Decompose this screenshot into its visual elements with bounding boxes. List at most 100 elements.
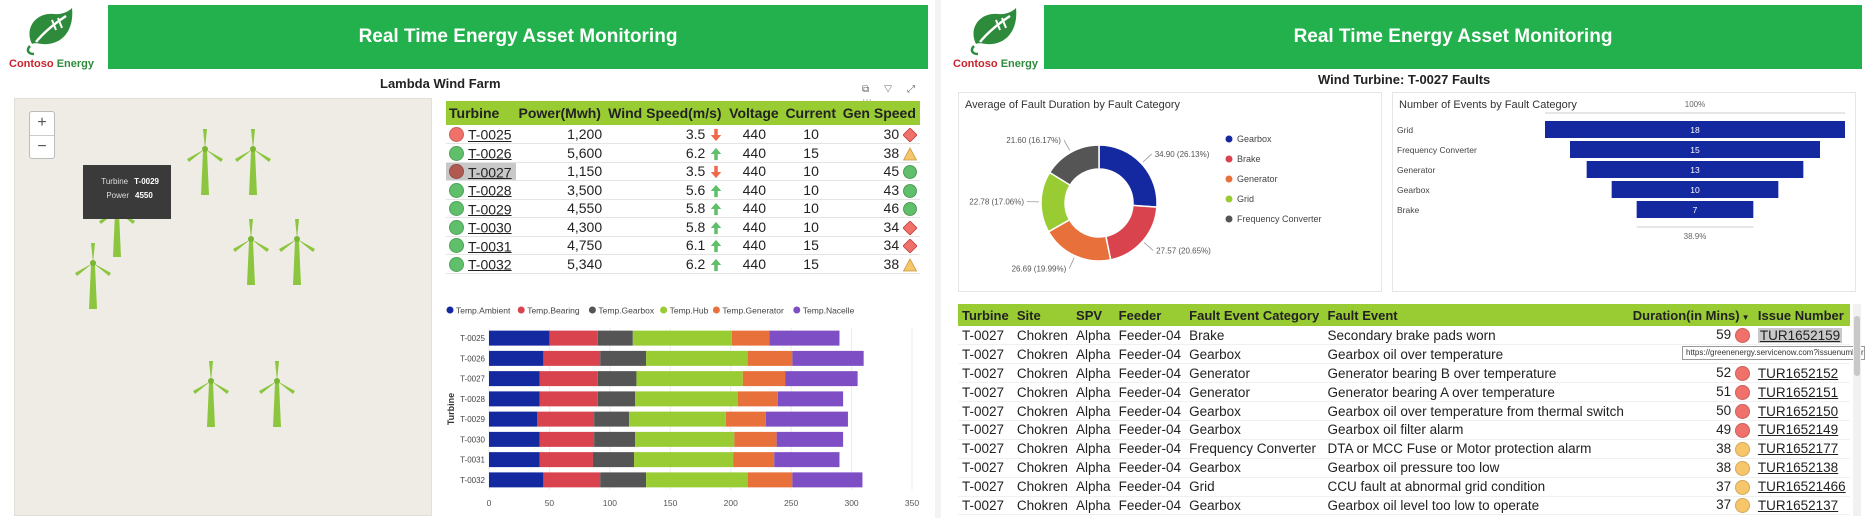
turbine-map[interactable]: + − Turbine T-0029 Power 4550 — [14, 98, 432, 516]
stacked-bar-segment[interactable] — [747, 350, 793, 366]
turbine-table-header[interactable]: Power(Mwh) — [515, 101, 606, 125]
zoom-in-button[interactable]: + — [30, 112, 54, 136]
scrollbar-thumb[interactable] — [1854, 316, 1860, 376]
legend-item[interactable]: Temp.Hub — [660, 306, 709, 316]
turbine-link[interactable]: T-0026 — [468, 145, 512, 162]
turbine-row[interactable]: T-0025 1,200 3.5 440 10 30 — [446, 125, 920, 144]
stacked-bar-segment[interactable] — [594, 431, 636, 447]
wind-turbine-icon[interactable] — [277, 217, 317, 287]
stacked-bar-segment[interactable] — [769, 330, 840, 346]
fault-row[interactable]: T-0027 Chokren Alpha Feeder-04 Gearbox Gearbo… — [958, 420, 1850, 440]
wind-turbine-icon[interactable] — [191, 359, 231, 429]
legend-item[interactable]: Temp.Nacelle — [793, 306, 855, 316]
fault-table-header[interactable]: Fault Event — [1323, 304, 1629, 326]
wind-turbine-icon[interactable] — [257, 359, 297, 429]
stacked-bar-segment[interactable] — [742, 371, 786, 387]
stacked-bar-segment[interactable] — [792, 350, 864, 366]
stacked-bar-segment[interactable] — [737, 391, 778, 407]
issue-number-link[interactable]: TUR16521466 — [1757, 479, 1846, 495]
stacked-bar-segment[interactable] — [539, 391, 598, 407]
stacked-bar-segment[interactable] — [489, 472, 544, 488]
funnel-bar[interactable] — [1586, 161, 1804, 178]
stacked-bar-segment[interactable] — [489, 431, 540, 447]
stacked-bar-segment[interactable] — [489, 411, 538, 427]
stacked-bar-segment[interactable] — [725, 411, 766, 427]
stacked-bar-segment[interactable] — [731, 330, 770, 346]
turbine-table-header[interactable]: Wind Speed(m/s) — [605, 101, 727, 125]
turbine-link[interactable]: T-0027 — [468, 163, 512, 180]
zoom-out-button[interactable]: − — [37, 138, 47, 155]
stacked-bar-segment[interactable] — [597, 391, 636, 407]
fault-row[interactable]: T-0027 Chokren Alpha Feeder-04 Grid CCU fault… — [958, 477, 1850, 497]
fault-row[interactable]: T-0027 Chokren Alpha Feeder-04 Generator Gene… — [958, 382, 1850, 403]
issue-number-link[interactable]: TUR1652151 — [1757, 384, 1839, 400]
wind-turbine-icon[interactable] — [233, 127, 273, 197]
issue-number-link[interactable]: TUR1652149 — [1757, 422, 1839, 438]
turbine-row[interactable]: T-0027 1,150 3.5 440 10 45 — [446, 162, 920, 181]
legend-item[interactable]: Temp.Gearbox — [588, 306, 655, 316]
stacked-bar-segment[interactable] — [600, 350, 647, 366]
stacked-bar-segment[interactable] — [594, 411, 630, 427]
stacked-bar-segment[interactable] — [489, 350, 544, 366]
donut-slice[interactable] — [1048, 144, 1100, 187]
turbine-row[interactable]: T-0031 4,750 6.1 440 15 34 — [446, 236, 920, 255]
fault-table-header[interactable]: Feeder — [1114, 304, 1186, 326]
fault-table-header[interactable]: Turbine — [958, 304, 1013, 326]
fault-table-header[interactable]: Issue Number — [1753, 304, 1850, 326]
stacked-bar-segment[interactable] — [600, 472, 647, 488]
wind-turbine-icon[interactable] — [73, 241, 113, 311]
legend-item[interactable]: Temp.Generator — [712, 306, 784, 316]
turbine-link[interactable]: T-0032 — [468, 256, 512, 273]
funnel-bar[interactable] — [1636, 201, 1754, 218]
donut-legend-item[interactable]: Grid — [1225, 194, 1255, 204]
stacked-bar-segment[interactable] — [635, 431, 735, 447]
funnel-bar[interactable] — [1545, 121, 1845, 138]
wind-turbine-icon[interactable] — [185, 127, 225, 197]
turbine-link[interactable]: T-0025 — [468, 126, 512, 143]
stacked-bar-segment[interactable] — [543, 350, 601, 366]
stacked-bar-segment[interactable] — [537, 411, 595, 427]
stacked-bar-segment[interactable] — [543, 472, 601, 488]
stacked-bar-segment[interactable] — [489, 371, 540, 387]
turbine-row[interactable]: T-0026 5,600 6.2 440 15 38 — [446, 143, 920, 163]
issue-number-link[interactable]: TUR1652138 — [1757, 460, 1839, 476]
issue-number-link[interactable]: TUR1652137 — [1757, 497, 1839, 513]
turbine-row[interactable]: T-0028 3,500 5.6 440 10 43 — [446, 180, 920, 200]
turbine-row[interactable]: T-0029 4,550 5.8 440 10 46 — [446, 199, 920, 218]
fault-row[interactable]: T-0027 Chokren Alpha Feeder-04 Gearbox Gearbo… — [958, 344, 1850, 365]
stacked-bar-segment[interactable] — [747, 472, 793, 488]
stacked-bar-segment[interactable] — [733, 452, 775, 468]
turbine-table-header[interactable]: Gen Speed — [839, 101, 920, 125]
funnel-bar[interactable] — [1611, 181, 1779, 198]
stacked-bar-segment[interactable] — [792, 472, 863, 488]
issue-number-link[interactable]: TUR1652152 — [1757, 365, 1839, 381]
stacked-bar-segment[interactable] — [597, 330, 633, 346]
stacked-bar-segment[interactable] — [539, 452, 593, 468]
legend-item[interactable]: Temp.Ambient — [446, 306, 511, 316]
fault-row[interactable]: T-0027 Chokren Alpha Feeder-04 Gearbox Gearbo… — [958, 496, 1850, 516]
donut-slice[interactable] — [1104, 204, 1158, 261]
legend-item[interactable]: Temp.Bearing — [517, 306, 580, 316]
stacked-bar-segment[interactable] — [629, 411, 726, 427]
donut-legend-item[interactable]: Frequency Converter — [1225, 214, 1322, 224]
stacked-bar-segment[interactable] — [646, 350, 748, 366]
fault-table-header[interactable]: Duration(in Mins) ▼ — [1628, 304, 1754, 326]
donut-slice[interactable] — [1098, 144, 1158, 208]
stacked-bar-segment[interactable] — [646, 472, 748, 488]
fault-row[interactable]: T-0027 Chokren Alpha Feeder-04 Frequency Con… — [958, 439, 1850, 459]
fault-row[interactable]: T-0027 Chokren Alpha Feeder-04 Gearbox Gearbo… — [958, 401, 1850, 421]
stacked-bar-segment[interactable] — [592, 452, 635, 468]
fault-row[interactable]: T-0027 Chokren Alpha Feeder-04 Brake Secondar… — [958, 326, 1850, 346]
stacked-bar-segment[interactable] — [636, 371, 743, 387]
turbine-row[interactable]: T-0032 5,340 6.2 440 15 38 — [446, 254, 920, 274]
donut-legend-item[interactable]: Gearbox — [1225, 134, 1273, 144]
donut-legend-item[interactable]: Generator — [1225, 174, 1278, 184]
issue-number-link[interactable]: TUR1652159 — [1757, 327, 1843, 343]
fault-table-header[interactable]: Site — [1012, 304, 1073, 326]
stacked-bar-segment[interactable] — [539, 431, 595, 447]
turbine-link[interactable]: T-0029 — [468, 200, 512, 217]
fault-table-scrollbar[interactable] — [1853, 304, 1861, 516]
wind-turbine-icon[interactable] — [231, 217, 271, 287]
funnel-bar[interactable] — [1570, 141, 1820, 158]
stacked-bar-segment[interactable] — [734, 431, 777, 447]
